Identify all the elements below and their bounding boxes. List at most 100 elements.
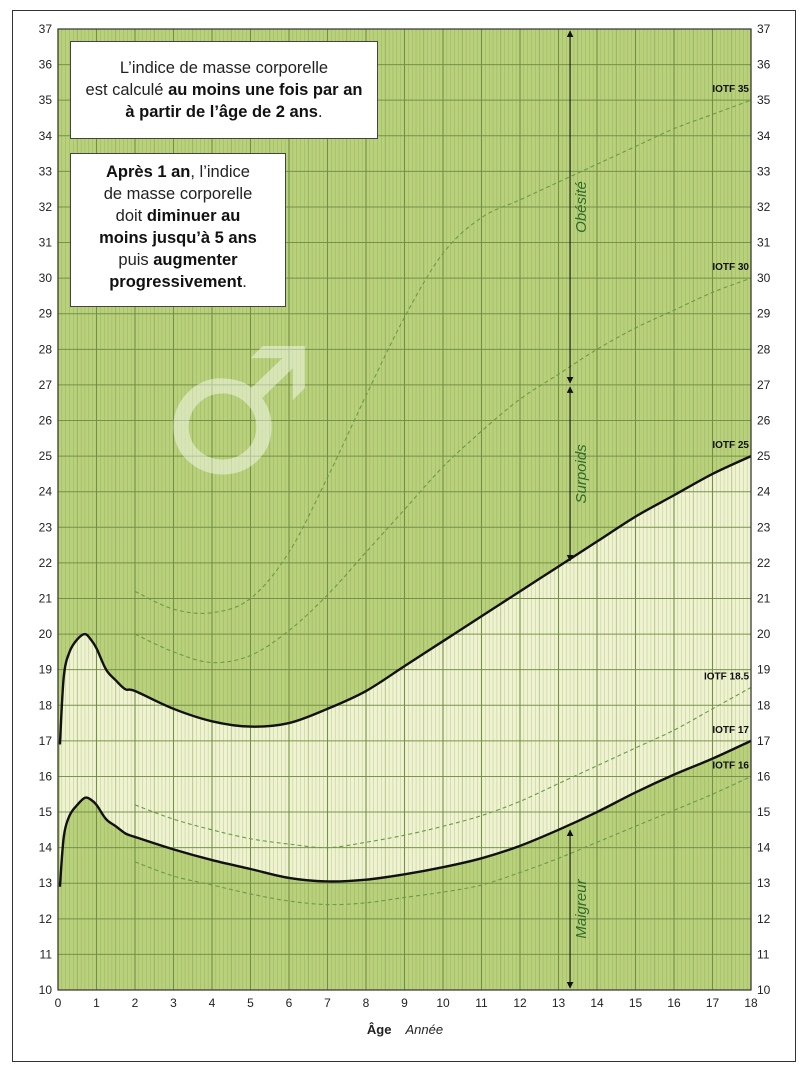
note2-line2: de masse corporelle [103, 185, 253, 203]
y-tick-left: 27 [39, 378, 53, 392]
x-axis-label: Âge Année [0, 1022, 810, 1037]
y-tick-right: 35 [757, 93, 771, 107]
curve-iotf-30 [134, 277, 752, 664]
series-label-iotf-16: IOTF 16 [712, 760, 749, 771]
x-tick: 15 [629, 996, 643, 1010]
y-tick-left: 17 [39, 734, 53, 748]
y-tick-left: 21 [39, 591, 53, 605]
y-tick-right: 31 [757, 236, 771, 250]
note2-line4: moins jusqu’à 5 ans [99, 229, 257, 247]
series-label-iotf-18-5: IOTF 18.5 [704, 671, 749, 682]
note2-line6: progressivement. [109, 273, 247, 291]
x-tick: 7 [324, 996, 331, 1010]
y-tick-left: 18 [39, 698, 53, 712]
y-tick-left: 32 [39, 200, 53, 214]
y-tick-left: 33 [39, 164, 53, 178]
x-tick: 16 [667, 996, 681, 1010]
y-tick-right: 27 [757, 378, 771, 392]
y-tick-right: 11 [757, 947, 770, 961]
y-tick-left: 31 [39, 236, 53, 250]
x-tick: 3 [170, 996, 177, 1010]
series-label-iotf-30: IOTF 30 [712, 262, 749, 273]
curve-iotf-17 [58, 739, 752, 887]
normal-bmi-zone [59, 456, 752, 887]
x-tick: 18 [744, 996, 758, 1010]
note2-line1: Après 1 an, l’indice [106, 163, 250, 181]
y-tick-right: 22 [757, 556, 771, 570]
y-tick-left: 22 [39, 556, 53, 570]
y-tick-right: 21 [757, 591, 771, 605]
x-axis-unit: Année [405, 1022, 444, 1037]
x-tick: 6 [286, 996, 293, 1010]
y-tick-right: 12 [757, 912, 771, 926]
y-tick-left: 15 [39, 805, 53, 819]
series-label-iotf-25: IOTF 25 [712, 440, 749, 451]
y-tick-right: 20 [757, 627, 771, 641]
y-tick-right: 36 [757, 58, 771, 72]
y-tick-left: 20 [39, 627, 53, 641]
y-tick-left: 35 [39, 93, 53, 107]
y-tick-right: 24 [757, 485, 771, 499]
y-tick-right: 23 [757, 520, 771, 534]
y-tick-left: 26 [39, 414, 53, 428]
x-tick: 8 [363, 996, 370, 1010]
y-tick-left: 36 [39, 58, 53, 72]
note1-line2: est calculé au moins une fois par an [85, 81, 363, 99]
y-tick-right: 10 [757, 983, 771, 997]
x-tick: 1 [93, 996, 100, 1010]
y-tick-right: 34 [757, 129, 771, 143]
x-tick: 9 [401, 996, 408, 1010]
y-tick-left: 13 [39, 876, 53, 890]
y-tick-right: 33 [757, 164, 771, 178]
zone-label-obésité: Obésité [573, 181, 590, 233]
x-tick: 17 [706, 996, 720, 1010]
note-box-measurement: L’indice de masse corporelle est calculé… [70, 41, 378, 139]
note-box-evolution: Après 1 an, l’indice de masse corporelle… [70, 153, 286, 307]
series-label-iotf-17: IOTF 17 [712, 725, 749, 736]
plot-border [57, 28, 752, 991]
y-tick-left: 37 [39, 22, 53, 36]
curve-iotf-25 [58, 455, 752, 745]
male-symbol: ♂ [160, 311, 317, 514]
y-tick-left: 10 [39, 983, 53, 997]
note1-line1: L’indice de masse corporelle [119, 59, 329, 77]
y-tick-right: 13 [757, 876, 771, 890]
y-tick-right: 32 [757, 200, 771, 214]
x-tick: 13 [552, 996, 566, 1010]
y-tick-left: 29 [39, 307, 53, 321]
y-tick-right: 37 [757, 22, 771, 36]
y-tick-right: 29 [757, 307, 771, 321]
y-tick-right: 17 [757, 734, 771, 748]
y-tick-left: 19 [39, 663, 53, 677]
x-tick: 10 [436, 996, 450, 1010]
y-tick-right: 30 [757, 271, 771, 285]
y-tick-left: 12 [39, 912, 53, 926]
y-tick-right: 19 [757, 663, 771, 677]
x-tick: 11 [475, 996, 488, 1010]
y-tick-right: 16 [757, 769, 771, 783]
x-axis-title: Âge [366, 1022, 392, 1037]
zone-label-surpoids: Surpoids [573, 444, 590, 504]
y-tick-left: 28 [39, 342, 53, 356]
x-tick: 4 [209, 996, 216, 1010]
x-tick: 14 [590, 996, 604, 1010]
note2-line3: doit diminuer au [115, 207, 241, 225]
y-tick-left: 23 [39, 520, 53, 534]
y-tick-right: 18 [757, 698, 771, 712]
y-tick-left: 34 [39, 129, 53, 143]
y-tick-left: 14 [39, 841, 53, 855]
series-label-iotf-35: IOTF 35 [712, 84, 749, 95]
note2-line5: puis augmenter [118, 251, 238, 269]
zone-label-maigreur: Maigreur [573, 878, 590, 938]
y-tick-right: 25 [757, 449, 771, 463]
curve-iotf-16 [134, 775, 752, 906]
note1-line3: à partir de l’âge de 2 ans. [125, 103, 323, 121]
y-tick-left: 30 [39, 271, 53, 285]
y-tick-right: 15 [757, 805, 771, 819]
x-tick: 12 [513, 996, 527, 1010]
y-tick-left: 25 [39, 449, 53, 463]
y-tick-right: 26 [757, 414, 771, 428]
curve-iotf-18-5 [134, 686, 752, 849]
y-tick-left: 24 [39, 485, 53, 499]
y-tick-right: 14 [757, 841, 771, 855]
